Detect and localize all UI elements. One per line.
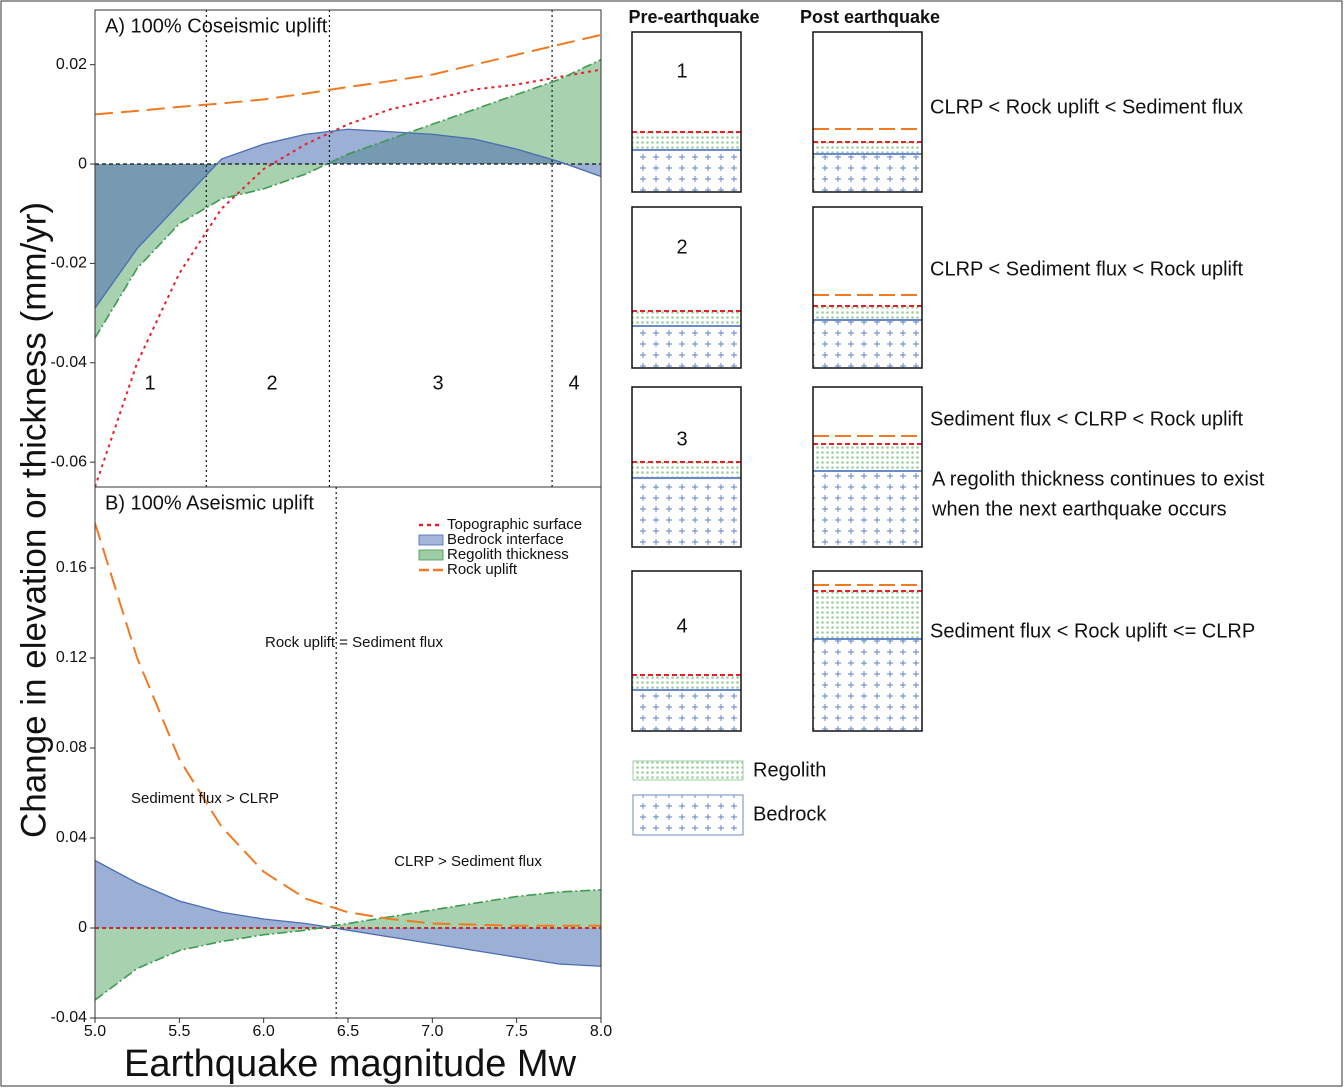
x-tick-label: 7.0: [421, 1023, 443, 1040]
plot-area: [95, 487, 601, 1018]
schematic-box: [812, 570, 923, 732]
y-tick-label: -0.04: [51, 1009, 88, 1026]
regolith-layer: [813, 591, 922, 639]
legend-label: Regolith thickness: [447, 546, 569, 563]
column-header: Post earthquake: [800, 7, 940, 27]
bedrock-layer: [813, 154, 922, 192]
row-condition: CLRP < Sediment flux < Rock uplift: [930, 258, 1244, 280]
y-tick-label: 0.12: [56, 649, 87, 666]
bedrock-layer: [632, 690, 741, 731]
schematic-box: [631, 386, 742, 548]
regolith-layer: [632, 675, 741, 690]
legend-bedrock-swatch: [632, 794, 744, 836]
row-condition: Sediment flux < CLRP < Rock uplift: [930, 408, 1244, 430]
y-tick-label: 0: [78, 919, 87, 936]
bedrock-layer: [632, 326, 741, 368]
series-line: [95, 58, 601, 339]
panel-title: B) 100% Aseismic uplift: [105, 492, 314, 514]
plot-area: [95, 10, 601, 487]
annotation: Rock uplift = Sediment flux: [265, 634, 444, 651]
legend-label: Rock uplift: [447, 561, 518, 578]
bedrock-layer: [813, 320, 922, 368]
row-number: 2: [676, 236, 687, 258]
series-line: [95, 522, 601, 927]
regolith-layer: [813, 142, 922, 154]
y-axis-label: Change in elevation or thickness (mm/yr): [14, 202, 53, 838]
schematic-box: [631, 206, 742, 369]
bedrock-layer: [632, 478, 741, 547]
annotation: CLRP > Sediment flux: [394, 853, 542, 870]
regolith-layer: [632, 462, 741, 478]
schematic-box: [631, 570, 742, 732]
legend-swatch: [418, 549, 444, 561]
annotation: 3: [432, 372, 443, 394]
regolith-layer: [632, 132, 741, 150]
y-tick-label: 0: [78, 155, 87, 172]
bedrock-layer: [813, 471, 922, 547]
series-line: [95, 888, 601, 1001]
y-tick-label: 0.08: [56, 739, 87, 756]
area-fill: [95, 59, 601, 338]
area-fill: [95, 860, 601, 967]
row-note: A regolith thickness continues to exist: [932, 468, 1265, 490]
column-header: Pre-earthquake: [628, 7, 759, 27]
annotation: 4: [568, 372, 579, 394]
legend-label: Bedrock: [753, 803, 827, 825]
row-condition: CLRP < Rock uplift < Sediment flux: [930, 96, 1243, 118]
regolith-layer: [813, 306, 922, 320]
panel-title: A) 100% Coseismic uplift: [105, 15, 328, 37]
y-tick-label: -0.04: [51, 354, 88, 371]
plot-frame: [94, 9, 602, 488]
legend-label: Regolith: [753, 759, 826, 781]
bedrock-layer: [813, 639, 922, 731]
x-tick-label: 6.5: [337, 1023, 359, 1040]
regolith-layer: [632, 311, 741, 326]
annotation: 2: [266, 372, 277, 394]
series-line: [95, 128, 601, 309]
schematic-box: [631, 31, 742, 193]
row-note: when the next earthquake occurs: [931, 498, 1227, 520]
series-line: [95, 33, 601, 116]
y-tick-label: 0.04: [56, 829, 87, 846]
schematic-box: [812, 206, 923, 369]
row-condition: Sediment flux < Rock uplift <= CLRP: [930, 620, 1255, 642]
x-tick-label: 6.0: [253, 1023, 275, 1040]
x-axis-label: Earthquake magnitude Mw: [124, 1043, 577, 1085]
bedrock-layer: [632, 150, 741, 192]
area-fill: [95, 889, 601, 1000]
legend-swatch: [418, 534, 444, 546]
x-tick-label: 8.0: [590, 1023, 612, 1040]
row-number: 4: [676, 615, 687, 637]
schematic-box: [812, 386, 923, 548]
y-tick-label: 0.02: [56, 56, 87, 73]
y-tick-label: 0.16: [56, 559, 87, 576]
y-tick-label: -0.02: [51, 255, 88, 272]
legend-label: Topographic surface: [447, 516, 582, 533]
row-number: 3: [676, 428, 687, 450]
x-tick-label: 5.0: [84, 1023, 106, 1040]
series-line: [95, 859, 601, 967]
annotation: Sediment flux > CLRP: [131, 790, 279, 807]
regolith-layer: [813, 444, 922, 471]
legend-label: Bedrock interface: [447, 531, 564, 548]
annotation: 1: [144, 372, 155, 394]
y-tick-label: -0.06: [51, 453, 88, 470]
x-tick-label: 7.5: [506, 1023, 528, 1040]
row-number: 1: [676, 60, 687, 82]
x-tick-label: 5.5: [168, 1023, 190, 1040]
legend-regolith-swatch: [632, 760, 744, 781]
schematic-box: [812, 31, 923, 193]
